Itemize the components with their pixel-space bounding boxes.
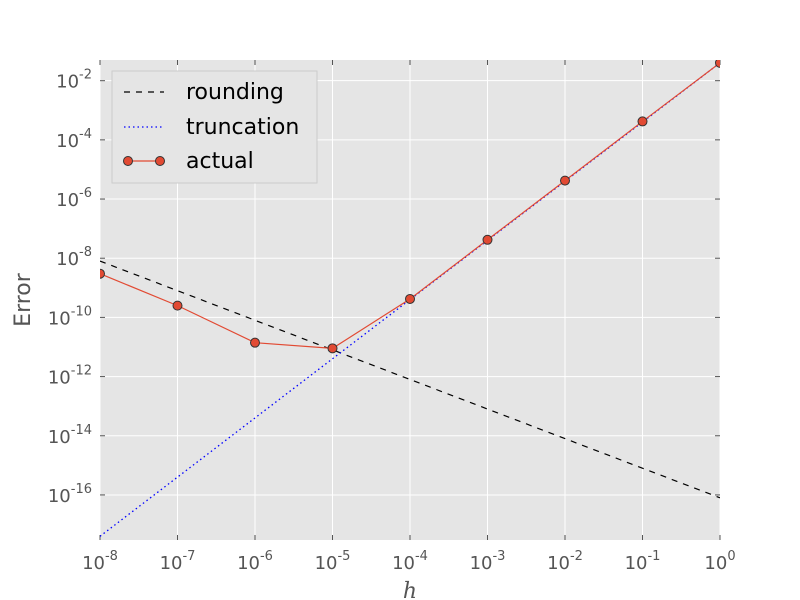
x-tick-label: 10-7 bbox=[160, 549, 196, 574]
data-point-actual bbox=[637, 116, 648, 127]
y-tick-label: 10-4 bbox=[56, 127, 92, 152]
x-tick-label: 10-1 bbox=[625, 549, 661, 574]
y-tick-label: 10-10 bbox=[48, 304, 92, 329]
data-point-actual bbox=[172, 300, 183, 311]
x-tick-label: 10-4 bbox=[392, 549, 428, 574]
legend-label-actual: actual bbox=[186, 149, 254, 174]
legend-box bbox=[111, 70, 318, 184]
x-tick-label: 10-6 bbox=[237, 549, 273, 574]
y-tick-label: 10-14 bbox=[48, 423, 92, 448]
data-point-actual bbox=[327, 343, 338, 354]
y-axis-label: Error bbox=[11, 272, 36, 327]
legend-label-truncation: truncation bbox=[186, 115, 299, 140]
data-point-actual bbox=[405, 293, 415, 304]
data-point-actual bbox=[715, 60, 720, 68]
y-tick-label: 10-12 bbox=[48, 364, 92, 389]
data-point-actual bbox=[250, 337, 260, 348]
legend-marker bbox=[123, 156, 133, 166]
y-tick-labels: 10-16 10-14 10-12 10-10 10-8 10-6 10-4 10-2 bbox=[48, 68, 92, 507]
legend-marker bbox=[155, 156, 165, 166]
x-tick-label: 10-8 bbox=[82, 549, 118, 574]
data-point-actual bbox=[100, 268, 105, 279]
data-point-actual bbox=[560, 175, 570, 186]
x-tick-labels: 10-8 10-7 10-6 10-5 10-4 10-3 10-2 10-1 100 bbox=[82, 549, 736, 574]
legend: rounding truncation actual bbox=[111, 70, 318, 184]
series-line-rounding bbox=[100, 260, 720, 499]
x-tick-label: 10-2 bbox=[547, 549, 583, 574]
x-tick-label: 10-5 bbox=[315, 549, 351, 574]
y-tick-label: 10-2 bbox=[56, 68, 92, 93]
y-tick-label: 10-8 bbox=[56, 245, 92, 270]
legend-label-rounding: rounding bbox=[186, 80, 284, 105]
x-axis-label: h bbox=[403, 579, 417, 600]
x-tick-label: 100 bbox=[704, 549, 735, 574]
x-tick-label: 10-3 bbox=[470, 549, 506, 574]
series-layer bbox=[100, 60, 720, 537]
y-tick-label: 10-16 bbox=[48, 482, 92, 507]
data-point-actual bbox=[482, 234, 493, 245]
y-tick-label: 10-6 bbox=[56, 186, 92, 211]
